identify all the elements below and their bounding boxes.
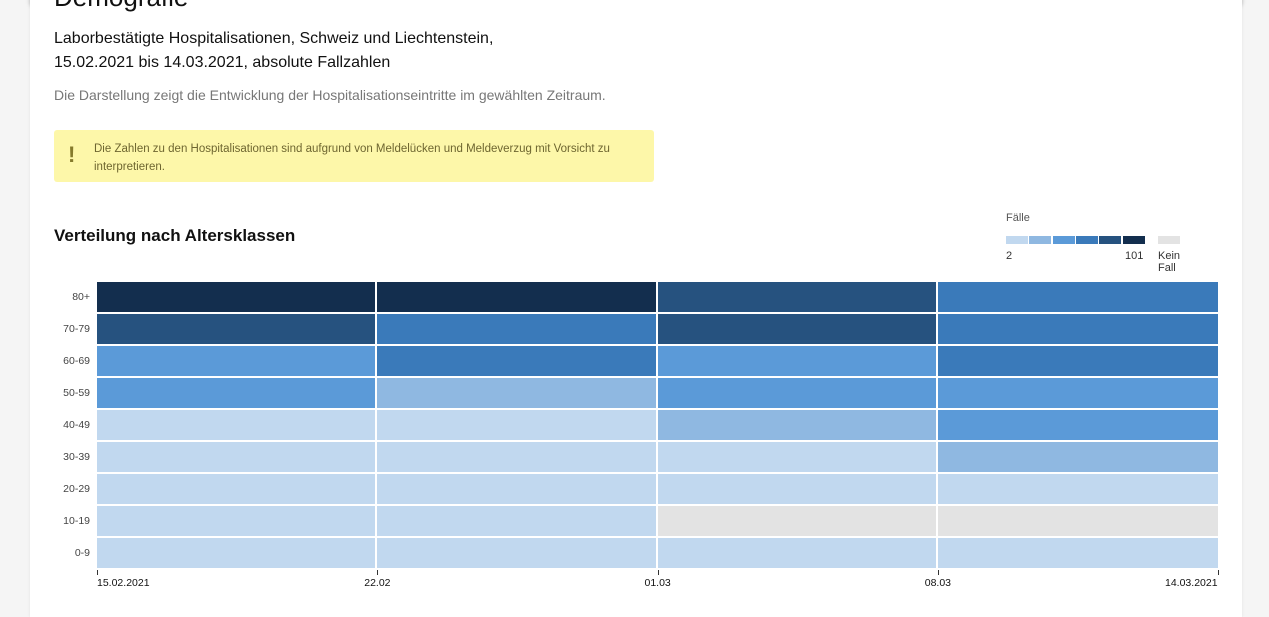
page-title: Demografie [54,0,188,13]
heatmap-cell[interactable] [657,378,938,410]
y-tick-label: 50-59 [63,387,90,399]
warning-box: ! Die Zahlen zu den Hospitalisationen sin… [54,130,654,182]
heatmap-cell[interactable] [657,282,938,314]
heatmap-cell[interactable] [97,378,378,410]
heatmap-cell[interactable] [377,506,658,538]
heatmap-cell[interactable] [937,506,1218,538]
legend-min: 2 [1006,250,1013,262]
legend-swatch [1122,236,1145,244]
heatmap-cell[interactable] [377,410,658,442]
heatmap-cell[interactable] [97,282,378,314]
legend-swatch [1029,236,1052,244]
x-tick-label: 15.02.2021 [97,577,150,589]
heatmap-cell[interactable] [657,442,938,474]
x-tick-label: 08.03 [924,577,952,589]
x-tick [377,570,379,575]
description: Die Darstellung zeigt die Entwicklung de… [54,87,606,103]
heatmap-cell[interactable] [377,378,658,410]
subtitle: Laborbestätigte Hospitalisationen, Schwe… [54,27,493,75]
heatmap-cell[interactable] [937,314,1218,346]
heatmap-cell[interactable] [937,538,1218,570]
x-tick-label: 22.02 [364,577,391,589]
heatmap-cell[interactable] [377,442,658,474]
exclamation-icon: ! [68,142,76,167]
heatmap-cell[interactable] [657,410,938,442]
x-tick [97,570,98,575]
x-tick-label: 01.03 [644,577,671,589]
legend-title: Fälle [1006,212,1030,224]
heatmap-cell[interactable] [937,474,1218,506]
y-tick-label: 20-29 [63,483,90,495]
heatmap-cell[interactable] [657,474,938,506]
heatmap-cell[interactable] [937,346,1218,378]
heatmap-cell[interactable] [97,410,378,442]
warning-text: Die Zahlen zu den Hospitalisationen sind… [94,143,610,173]
heatmap-cell[interactable] [937,410,1218,442]
heatmap-cell[interactable] [937,282,1218,314]
heatmap-cell[interactable] [657,538,938,570]
subtitle-line-2: 15.02.2021 bis 14.03.2021, absolute Fall… [54,54,391,71]
legend-max: 101 [1125,250,1144,262]
y-tick-label: 0-9 [74,547,90,559]
chart-title: Verteilung nach Altersklassen [54,226,296,245]
heatmap-cell[interactable] [97,538,378,570]
heatmap-cell[interactable] [377,314,658,346]
legend-swatch [1075,236,1098,244]
heatmap-cell[interactable] [377,538,658,570]
legend-swatch [1052,236,1075,244]
heatmap-cell[interactable] [937,378,1218,410]
legend-swatch [1006,236,1028,244]
heatmap-cell[interactable] [377,346,658,378]
heatmap-cell[interactable] [377,474,658,506]
x-tick [657,570,659,575]
heatmap-cell[interactable] [97,346,378,378]
heatmap-cell[interactable] [657,314,938,346]
y-tick-label: 40-49 [63,419,90,431]
y-tick-label: 30-39 [63,451,90,463]
subtitle-line-1: Laborbestätigte Hospitalisationen, Schwe… [54,30,494,47]
heatmap-cell[interactable] [97,442,378,474]
y-tick-label: 10-19 [63,515,90,527]
heatmap-cell[interactable] [97,506,378,538]
y-tick-label: 70-79 [63,323,90,335]
legend-swatch [1099,236,1122,244]
x-tick [1218,570,1219,575]
legend-swatch-none [1158,236,1180,244]
y-tick-label: 80+ [72,291,90,303]
heatmap-cell[interactable] [937,442,1218,474]
x-tick-label: 14.03.2021 [1165,577,1218,589]
legend-none: Kein Fall [1158,250,1181,274]
heatmap-cell[interactable] [657,506,938,538]
heatmap-cell[interactable] [97,314,378,346]
heatmap-cell[interactable] [657,346,938,378]
heatmap-cell[interactable] [97,474,378,506]
y-tick-label: 60-69 [63,355,90,367]
x-tick [937,570,939,575]
heatmap-cell[interactable] [377,282,658,314]
